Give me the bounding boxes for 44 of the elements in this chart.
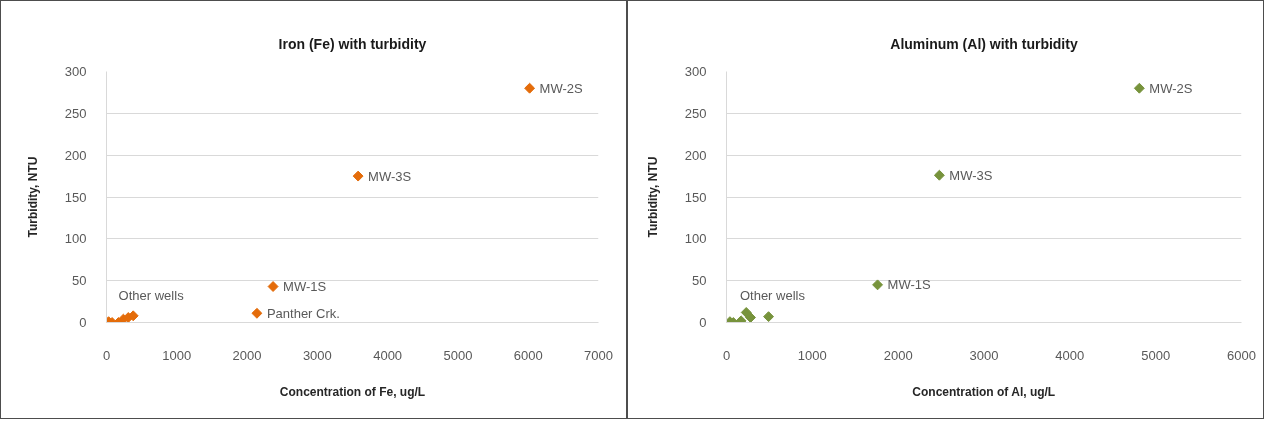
annotation: MW-3S (949, 167, 993, 183)
y-tick-label: 300 (684, 64, 707, 79)
annotation: MW-3S (368, 168, 412, 184)
y-tick-label: 250 (684, 105, 707, 121)
y-axis-title: Turbidity, NTU (645, 156, 660, 238)
annotation: MW-1S (283, 279, 327, 295)
x-tick-label: 4000 (1055, 347, 1085, 363)
x-tick-label: 4000 (373, 347, 403, 363)
x-tick-label: 1000 (162, 347, 192, 363)
x-tick-label: 0 (722, 347, 731, 363)
y-tick-label: 150 (64, 189, 87, 205)
x-tick-label: 3000 (302, 347, 332, 363)
y-tick-label: 100 (684, 231, 707, 247)
y-tick-label: 100 (64, 231, 87, 247)
y-axis-title: Turbidity, NTU (25, 156, 40, 238)
x-tick-label: 0 (102, 347, 111, 363)
x-tick-label: 3000 (969, 347, 999, 363)
y-tick-label: 300 (64, 64, 87, 79)
chart-title: Aluminum (Al) with turbidity (890, 35, 1078, 52)
x-tick-label: 5000 (443, 347, 473, 363)
x-tick-label: 6000 (513, 347, 543, 363)
y-tick-label: 0 (699, 315, 707, 330)
chart-title: Iron (Fe) with turbidity (278, 35, 427, 52)
y-tick-label: 0 (79, 315, 87, 330)
annotation: MW-1S (887, 277, 931, 293)
annotation: MW-2S (1149, 80, 1193, 96)
y-tick-label: 250 (64, 105, 87, 121)
x-tick-label: 1000 (797, 347, 827, 363)
annotation: MW-2S (539, 80, 584, 96)
x-tick-label: 5000 (1141, 347, 1171, 363)
annotation: Panther Crk. (266, 305, 340, 321)
y-tick-label: 200 (64, 147, 87, 163)
y-tick-label: 200 (684, 147, 707, 163)
annotation: Other wells (739, 288, 806, 304)
x-tick-label: 7000 (584, 347, 613, 363)
y-tick-label: 50 (692, 273, 707, 289)
y-tick-label: 50 (72, 273, 87, 289)
x-axis-title: Concentration of Al, ug/L (912, 384, 1056, 399)
x-axis-title: Concentration of Fe, ug/L (279, 384, 426, 399)
y-tick-label: 150 (684, 189, 707, 205)
x-tick-label: 2000 (232, 347, 262, 363)
annotation: Other wells (118, 288, 185, 304)
x-tick-label: 2000 (883, 347, 913, 363)
x-tick-label: 6000 (1227, 347, 1256, 363)
